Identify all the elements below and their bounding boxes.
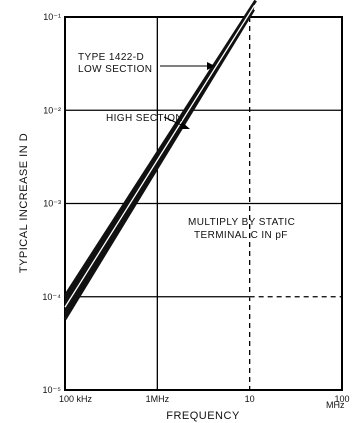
plot-frame xyxy=(64,16,343,391)
y-tick-label: 10⁻⁴ xyxy=(42,292,61,302)
x-tick-label: 100 xyxy=(334,394,349,404)
x-tick-label: 100 kHz xyxy=(59,394,93,404)
annotation-multiply: MULTIPLY BY STATIC xyxy=(188,217,295,228)
annotation-high-section: HIGH SECTION xyxy=(106,113,183,124)
y-tick-label: 10⁻⁵ xyxy=(43,385,62,395)
annotations: TYPE 1422-D LOW SECTION HIGH SECTION MUL… xyxy=(78,52,295,241)
y-tick-label: 10⁻¹ xyxy=(43,12,61,22)
arrow-low-section xyxy=(207,62,215,70)
series-line-high xyxy=(63,0,257,297)
x-tick-labels: 100 kHz 1MHz 10 100 xyxy=(59,394,350,404)
series-line-low xyxy=(63,8,255,320)
x-tick-label: 10 xyxy=(245,394,255,404)
y-axis-title: TYPICAL INCREASE IN D xyxy=(18,133,30,273)
x-axis-title: FREQUENCY xyxy=(166,410,240,422)
series-separator xyxy=(64,4,256,308)
series-layer xyxy=(63,0,257,320)
annotation-terminal: TERMINAL C IN pF xyxy=(194,230,288,241)
y-tick-label: 10⁻³ xyxy=(43,199,61,209)
annotation-type-label: TYPE 1422-D xyxy=(78,52,144,63)
y-tick-labels: 10⁻⁵ 10⁻⁴ 10⁻³ 10⁻² 10⁻¹ xyxy=(42,12,61,395)
y-tick-label: 10⁻² xyxy=(43,105,61,115)
x-tick-label: 1MHz xyxy=(146,394,170,404)
annotation-low-section: LOW SECTION xyxy=(78,64,152,75)
x-unit-label: MHz xyxy=(326,400,345,410)
arrow-high-section xyxy=(180,122,190,129)
